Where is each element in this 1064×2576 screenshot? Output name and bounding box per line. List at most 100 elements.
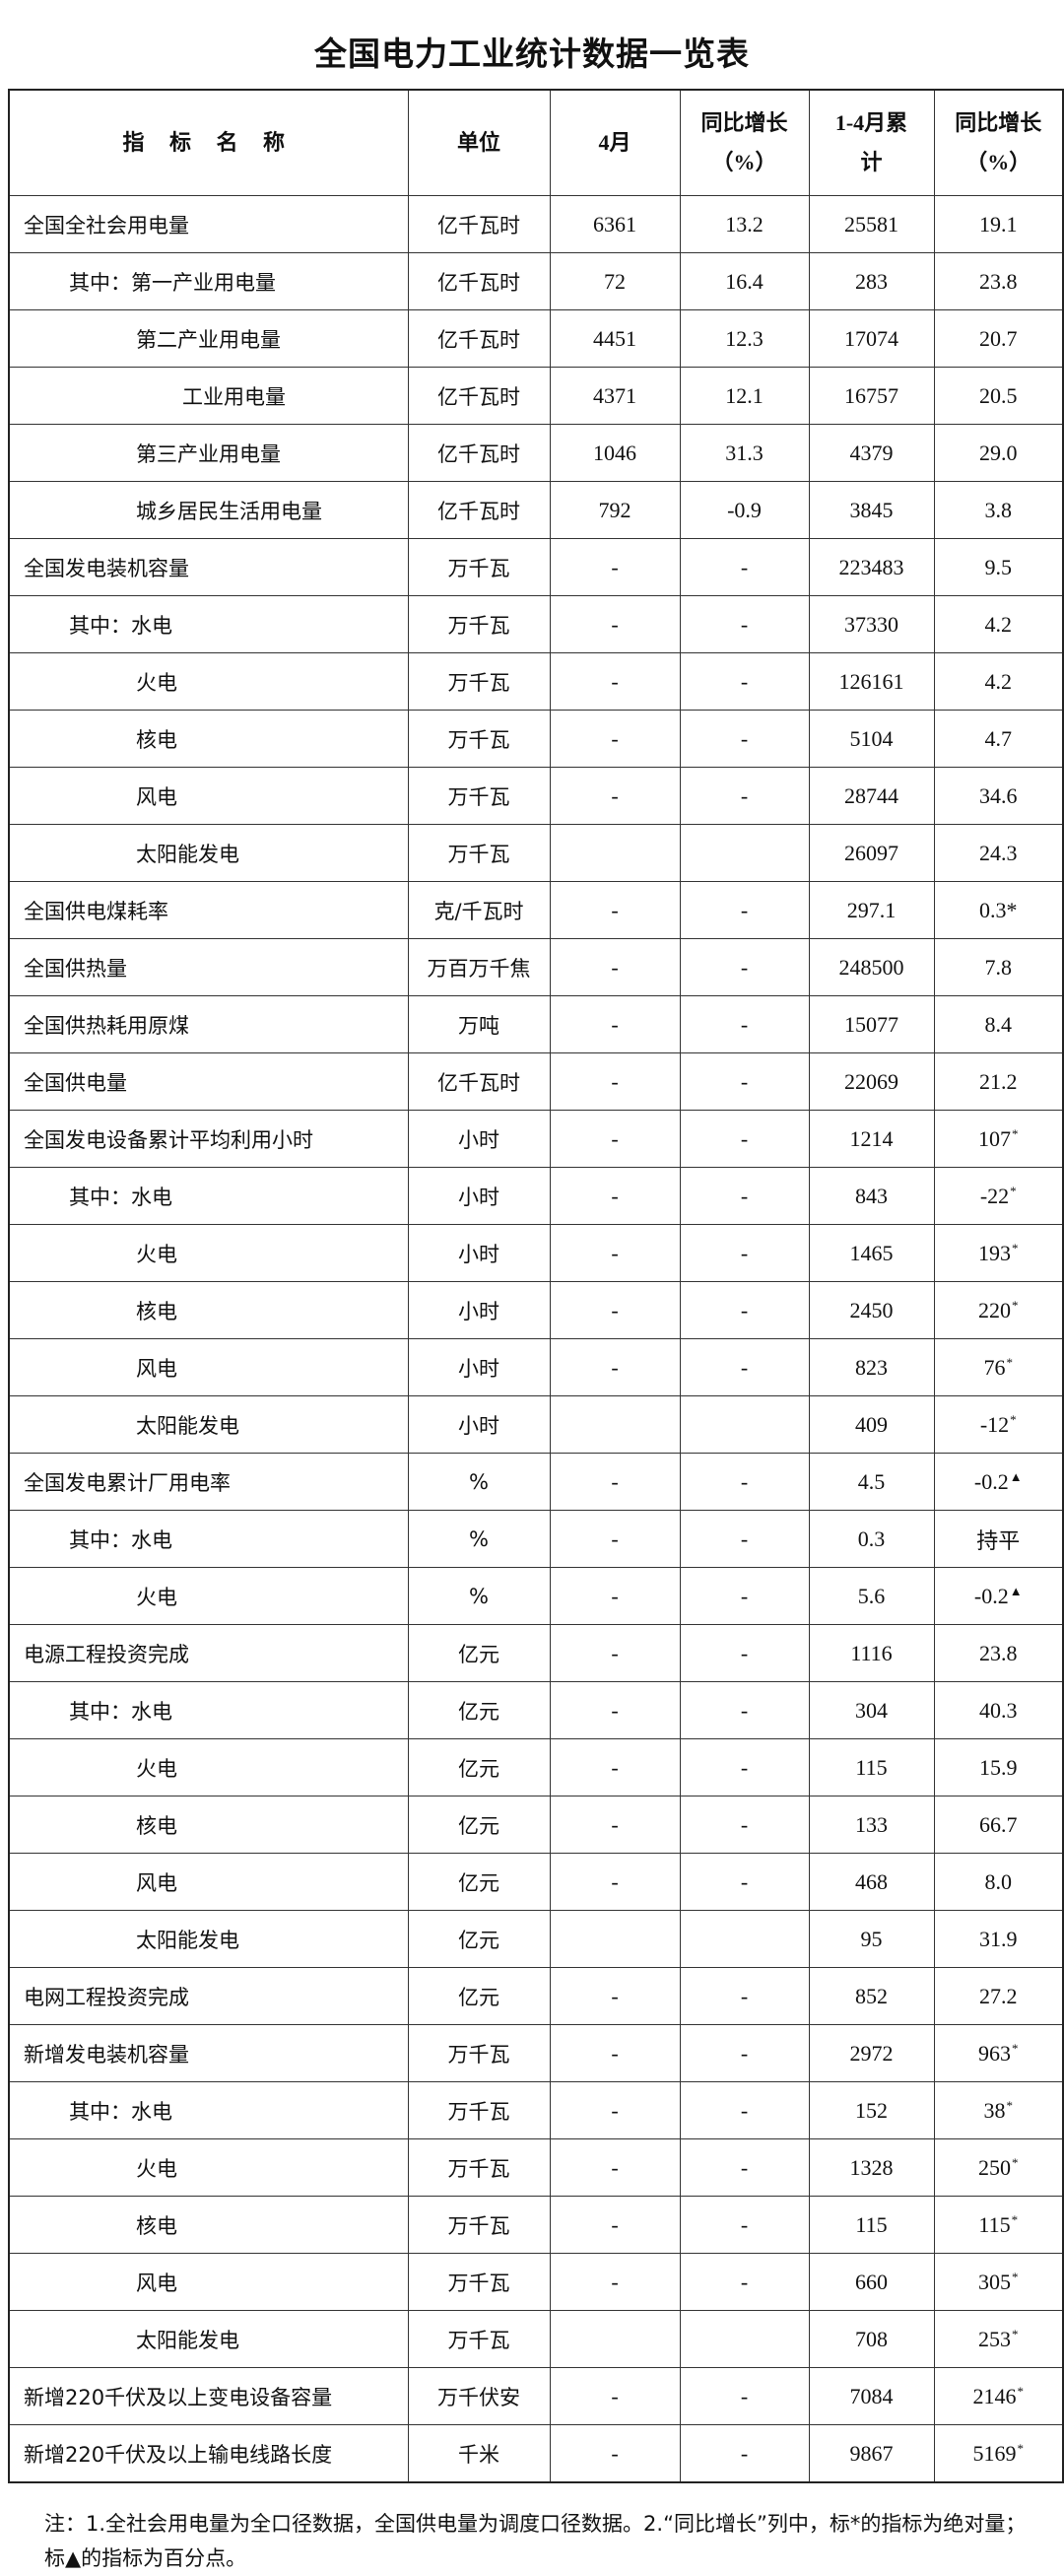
table-row: 核电 万千瓦 - -115 115* bbox=[8, 2196, 1064, 2254]
footnote-marker: * bbox=[1006, 897, 1018, 922]
unit-cell: 万百万千焦 bbox=[407, 938, 551, 996]
indicator-name: 其中：第一产业用电量 bbox=[8, 252, 409, 310]
table-row: 太阳能发电 亿元 95 31.9 bbox=[8, 1910, 1064, 1968]
month-growth: - bbox=[679, 1224, 810, 1282]
month-growth-text: - bbox=[740, 1011, 749, 1037]
cumulative-growth: 0.3* bbox=[933, 881, 1064, 939]
cumulative-growth-text: 8.4 bbox=[984, 1011, 1013, 1037]
month-growth-text: - bbox=[740, 611, 749, 637]
unit-cell-text: 亿千瓦时 bbox=[437, 499, 520, 523]
month-growth: - bbox=[679, 2253, 810, 2311]
indicator-name: 太阳能发电 bbox=[8, 1910, 409, 1968]
month-value-text: - bbox=[611, 1297, 619, 1322]
cumulative-growth-text: 15.9 bbox=[979, 1754, 1018, 1780]
cumulative-value-text: 0.3 bbox=[857, 1525, 886, 1551]
footnote-marker: * bbox=[1012, 2154, 1019, 2170]
cumulative-growth-text: 38 bbox=[983, 2097, 1006, 2123]
cumulative-growth: 220* bbox=[933, 1281, 1064, 1339]
cumulative-growth: 9.5 bbox=[933, 538, 1064, 596]
table-row: 全国供电煤耗率 克/千瓦时 - - 297.1 0.3* bbox=[8, 881, 1064, 939]
cumulative-value-text: 26097 bbox=[844, 840, 898, 865]
table-row: 其中：水电 小时 - - 843 -22* bbox=[8, 1167, 1064, 1225]
cumulative-value: 1116 bbox=[808, 1624, 935, 1682]
indicator-name-text: 火电 bbox=[136, 1585, 177, 1609]
cumulative-growth-text: 963 bbox=[978, 2040, 1011, 2066]
month-value-text: - bbox=[611, 1125, 619, 1151]
cumulative-growth-text: 7.8 bbox=[984, 954, 1013, 980]
indicator-name: 核电 bbox=[8, 2196, 409, 2254]
indicator-name: 风电 bbox=[8, 767, 409, 825]
month-value-text: - bbox=[611, 1183, 619, 1208]
cumulative-growth: 8.0 bbox=[933, 1853, 1064, 1911]
cumulative-value: 25581 bbox=[808, 195, 935, 253]
cumulative-value: 28744 bbox=[808, 767, 935, 825]
cumulative-value: 1214 bbox=[808, 1110, 935, 1168]
cumulative-growth-text: 193 bbox=[978, 1240, 1011, 1265]
month-value: - bbox=[549, 1681, 681, 1739]
footnote-marker: * bbox=[1006, 2097, 1014, 2113]
cumulative-value: 152 bbox=[808, 2081, 935, 2139]
month-growth: 16.4 bbox=[679, 252, 810, 310]
month-value-text: - bbox=[611, 1868, 619, 1894]
unit-cell: 万吨 bbox=[407, 995, 551, 1053]
indicator-name-text: 电网工程投资完成 bbox=[24, 1985, 189, 2009]
cumulative-value-text: 15077 bbox=[844, 1011, 898, 1037]
indicator-name-text: 城乡居民生活用电量 bbox=[136, 499, 322, 523]
indicator-name-text: 全国供热耗用原煤 bbox=[24, 1013, 189, 1038]
month-value: 6361 bbox=[549, 195, 681, 253]
cumulative-value-text: 9867 bbox=[849, 2440, 894, 2466]
indicator-name: 城乡居民生活用电量 bbox=[8, 481, 409, 539]
indicator-name: 太阳能发电 bbox=[8, 2310, 409, 2368]
month-growth: - bbox=[679, 2367, 810, 2425]
indicator-name: 核电 bbox=[8, 1281, 409, 1339]
indicator-name-text: 火电 bbox=[136, 1756, 177, 1781]
cumulative-value-text: 283 bbox=[855, 268, 888, 294]
indicator-name: 核电 bbox=[8, 1796, 409, 1854]
cumulative-growth: 66.7 bbox=[933, 1796, 1064, 1854]
indicator-name-text: 其中：第一产业用电量 bbox=[69, 270, 276, 295]
cumulative-growth-text: 115 bbox=[978, 2211, 1011, 2237]
cumulative-growth: -0.2▲ bbox=[933, 1567, 1064, 1625]
cumulative-growth: -0.2▲ bbox=[933, 1453, 1064, 1511]
unit-cell: 万千瓦 bbox=[407, 538, 551, 596]
cumulative-value: 126161 bbox=[808, 652, 935, 711]
table-row: 火电 小时 - - 1465 193* bbox=[8, 1224, 1064, 1282]
unit-cell: % bbox=[407, 1453, 551, 1511]
month-value: - bbox=[549, 1338, 681, 1396]
month-value: - bbox=[549, 710, 681, 768]
month-growth: - bbox=[679, 1110, 810, 1168]
indicator-name: 全国供电量 bbox=[8, 1052, 409, 1111]
header-month-growth: 同比增长（%） bbox=[679, 89, 810, 196]
unit-cell-text: 亿千瓦时 bbox=[437, 270, 520, 295]
month-value: 792 bbox=[549, 481, 681, 539]
unit-cell-text: 万千瓦 bbox=[447, 784, 510, 809]
month-growth-text: - bbox=[740, 1125, 749, 1151]
cumulative-growth-text: -22 bbox=[979, 1183, 1010, 1208]
header-cumulative: 1-4月累计 bbox=[808, 89, 935, 196]
cumulative-value-text: 823 bbox=[855, 1354, 888, 1380]
cumulative-value-text: 468 bbox=[855, 1868, 888, 1894]
month-value-text: - bbox=[611, 668, 619, 694]
unit-cell-text: 万千瓦 bbox=[447, 613, 510, 638]
cumulative-value-text: 37330 bbox=[844, 611, 898, 637]
indicator-name-text: 其中：水电 bbox=[69, 2099, 172, 2124]
cumulative-growth-text: 250 bbox=[978, 2154, 1011, 2180]
cumulative-value: 2972 bbox=[808, 2024, 935, 2082]
month-growth: - bbox=[679, 538, 810, 596]
cumulative-growth-text: 220 bbox=[978, 1297, 1011, 1322]
cumulative-value-text: 1465 bbox=[849, 1240, 894, 1265]
unit-cell-text: 亿千瓦时 bbox=[437, 327, 520, 352]
cumulative-value-text: 852 bbox=[855, 1983, 888, 2008]
month-value: - bbox=[549, 1510, 681, 1568]
cumulative-value-text: 95 bbox=[860, 1926, 883, 1951]
indicator-name-text: 其中：水电 bbox=[69, 1185, 172, 1209]
month-value-text: - bbox=[611, 1011, 619, 1037]
month-value-text: - bbox=[611, 1811, 619, 1837]
unit-cell-text: 万千瓦 bbox=[447, 670, 510, 695]
table-row: 全国供热量 万百万千焦 - - 248500 7.8 bbox=[8, 938, 1064, 996]
indicator-name-text: 全国发电设备累计平均利用小时 bbox=[24, 1127, 313, 1152]
month-value-text: - bbox=[611, 954, 619, 980]
month-growth: 13.2 bbox=[679, 195, 810, 253]
cumulative-value-text: 304 bbox=[855, 1697, 888, 1723]
unit-cell-text: % bbox=[469, 1526, 489, 1551]
